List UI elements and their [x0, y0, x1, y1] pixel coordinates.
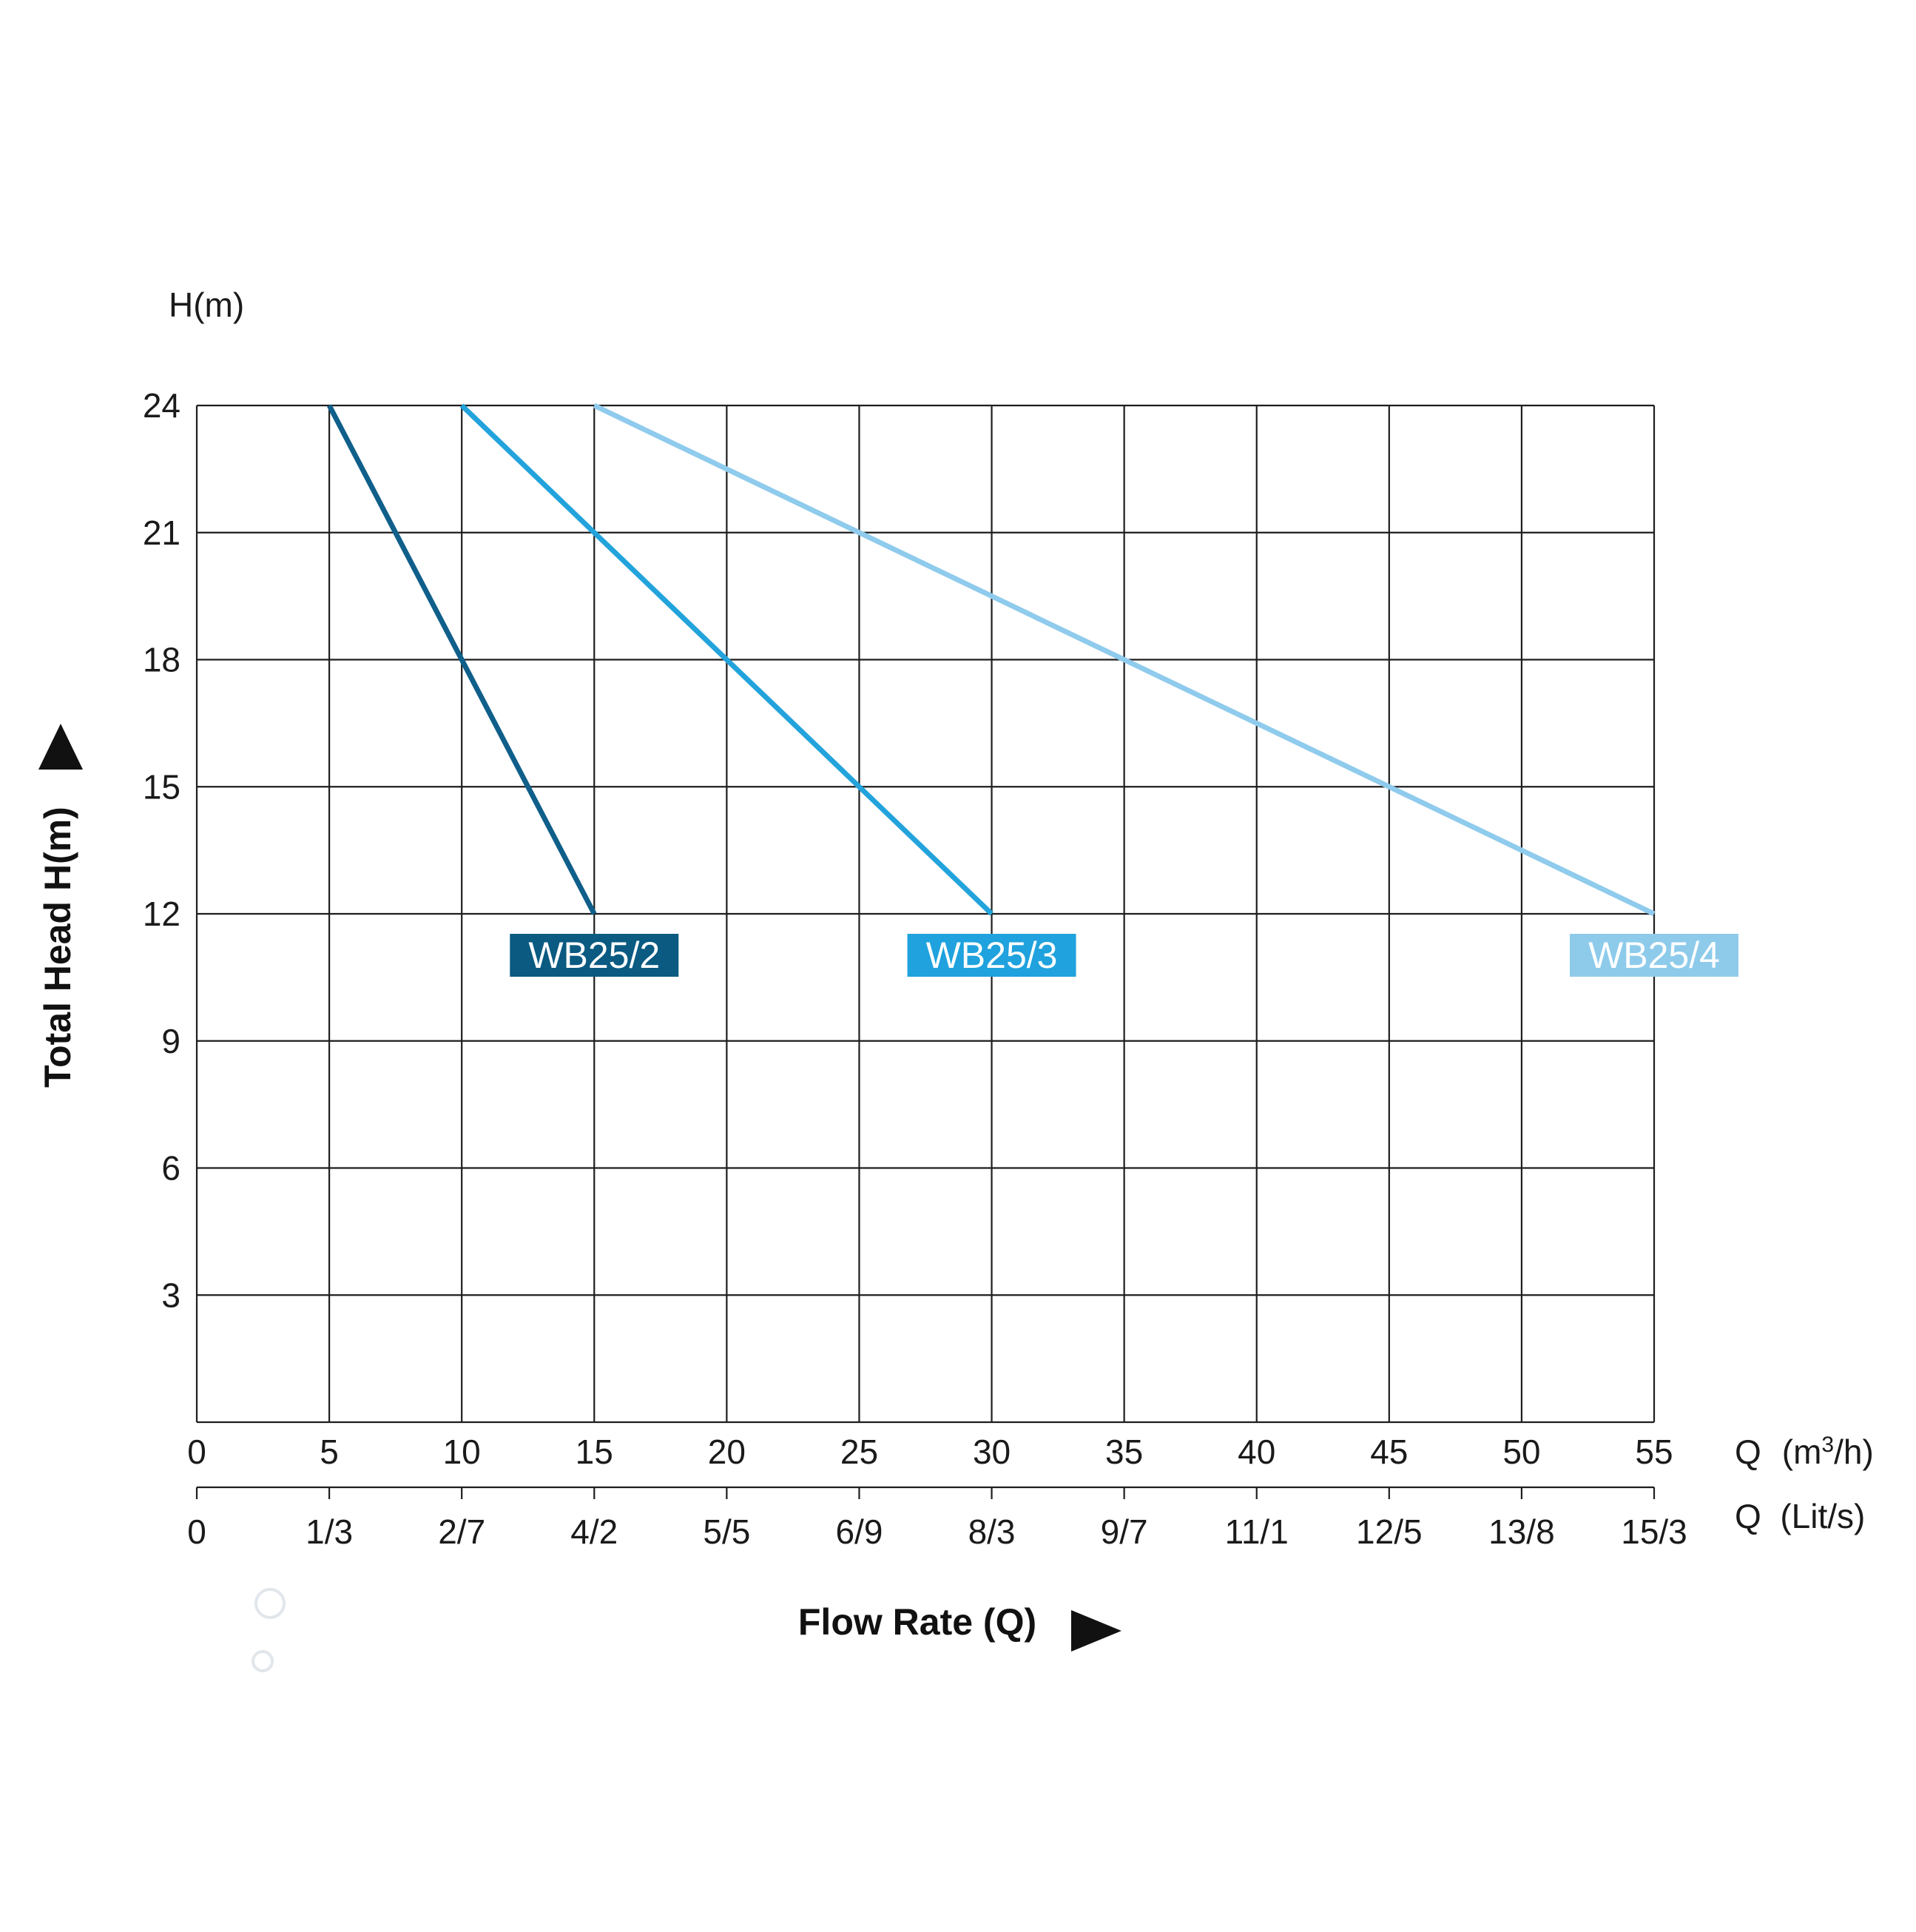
x-unit-primary: Q (m3/h) [1735, 1433, 1874, 1471]
y-tick-label-7: 24 [143, 386, 181, 425]
tick-labels: 3 6 9 12 15 18 21 24 0 0 5 1/3 10 2/7 15 4/2 20 5/5 25 6/9 3… [143, 386, 1687, 1551]
x-tick-label-primary-7: 35 [1105, 1433, 1143, 1471]
series-line-0 [326, 404, 597, 915]
y-tick-label-2: 9 [161, 1022, 181, 1060]
series-line-2 [593, 403, 1656, 917]
y-tick-label-1: 6 [161, 1149, 181, 1188]
x-tick-label-secondary-3: 4/2 [570, 1512, 618, 1551]
x-tick-label-secondary-11: 15/3 [1621, 1512, 1687, 1551]
y-tick-label-5: 18 [143, 641, 181, 679]
x-tick-label-secondary-4: 5/5 [703, 1512, 750, 1551]
x-tick-label-secondary-2: 2/7 [438, 1512, 485, 1551]
series-lines [326, 403, 1656, 917]
x-tick-label-secondary-0: 0 [187, 1512, 206, 1551]
y-unit-label: H(m) [169, 286, 244, 324]
x-tick-label-primary-11: 55 [1635, 1433, 1673, 1471]
y-axis-arrow-icon [38, 724, 83, 770]
x-tick-label-secondary-9: 12/5 [1356, 1512, 1423, 1551]
x-tick-label-primary-3: 15 [576, 1433, 613, 1471]
series-label-0: WB25/2 [528, 935, 660, 976]
series-label-2: WB25/4 [1588, 935, 1720, 976]
x-tick-label-secondary-1: 1/3 [306, 1512, 353, 1551]
y-tick-label-4: 15 [143, 767, 181, 806]
series-label-box-1 [907, 934, 1076, 977]
y-tick-label-3: 12 [143, 895, 181, 933]
x-tick-label-secondary-8: 11/1 [1225, 1512, 1289, 1551]
x-tick-label-primary-5: 25 [840, 1433, 878, 1471]
y-axis-title: Total Head H(m) [37, 807, 78, 1088]
series-label-box-2 [1570, 934, 1738, 977]
x-unit-secondary: Q (Lit/s) [1735, 1497, 1865, 1535]
series-label-1: WB25/3 [926, 935, 1058, 976]
x-tick-label-primary-4: 20 [708, 1433, 746, 1471]
x-tick-label-primary-8: 40 [1238, 1433, 1275, 1471]
bubble-decoration [252, 1588, 286, 1672]
x-tick-label-secondary-6: 8/3 [968, 1512, 1016, 1551]
series-labels: WB25/2 WB25/3 WB25/4 [510, 934, 1738, 977]
y-tick-label-0: 3 [161, 1276, 181, 1314]
series-line-1 [459, 403, 994, 916]
x-tick-label-primary-6: 30 [973, 1433, 1011, 1471]
x-tick-label-primary-9: 45 [1370, 1433, 1408, 1471]
grid [195, 404, 1656, 1499]
x-tick-label-primary-1: 5 [320, 1433, 339, 1471]
x-tick-label-secondary-7: 9/7 [1101, 1512, 1148, 1551]
x-tick-label-primary-0: 0 [187, 1433, 206, 1471]
series-label-box-0 [510, 934, 679, 977]
x-tick-label-secondary-5: 6/9 [835, 1512, 883, 1551]
x-tick-label-secondary-10: 13/8 [1488, 1512, 1555, 1551]
y-tick-label-6: 21 [143, 514, 181, 552]
x-tick-label-primary-10: 50 [1502, 1433, 1540, 1471]
x-axis-title: Flow Rate (Q) [798, 1601, 1036, 1643]
x-tick-label-primary-2: 10 [443, 1433, 481, 1471]
x-axis-arrow-icon [1071, 1610, 1121, 1652]
